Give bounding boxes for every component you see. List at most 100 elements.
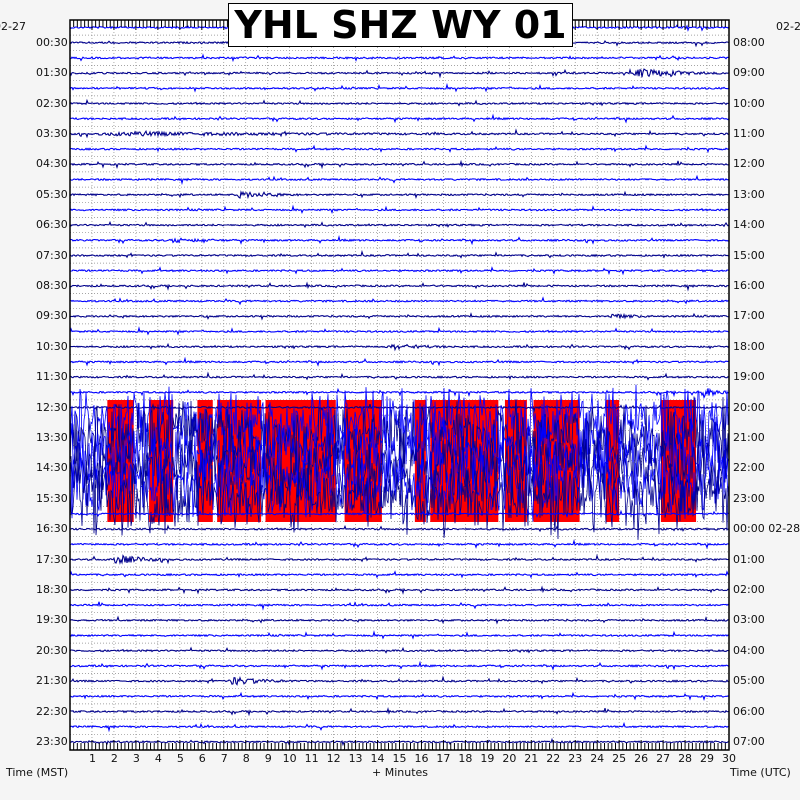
trace-row-2 (70, 53, 730, 63)
right-time-label: 04:00 (733, 643, 765, 657)
x-tick-label: 12 (326, 752, 341, 765)
x-tick-label: 23 (568, 752, 583, 765)
left-time-label: 19:30 (36, 613, 68, 627)
left-time-label: 22:30 (36, 704, 68, 718)
x-tick-label: 30 (722, 752, 736, 765)
left-time-label: 20:30 (36, 643, 68, 657)
right-time-label: 03:00 (733, 613, 765, 627)
trace-row-44 (69, 691, 730, 701)
clipped-block (414, 400, 426, 522)
x-tick-label: 5 (176, 752, 184, 765)
left-time-label: 14:30 (36, 461, 68, 475)
trace-row-22 (69, 356, 730, 367)
right-time-label: 09:00 (733, 66, 765, 80)
trace-row-11 (69, 190, 730, 200)
trace-row-14 (69, 235, 730, 246)
left-time-label: 17:30 (36, 552, 68, 566)
xlabel-utc: Time (UTC) (730, 766, 791, 779)
x-tick-label: 4 (154, 752, 162, 765)
trace-row-15 (69, 249, 730, 259)
trace-row-41 (69, 646, 730, 654)
x-tick-label: 11 (304, 752, 319, 765)
trace-row-5 (69, 98, 730, 107)
x-tick-label: 7 (220, 752, 228, 765)
trace-row-32 (69, 508, 729, 518)
x-tick-label: 22 (546, 752, 561, 765)
trace-row-3 (69, 68, 730, 79)
trace-row-21 (70, 342, 730, 352)
right-time-label: 01:00 (733, 552, 765, 566)
trace-row-35 (69, 553, 730, 565)
trace-row-9 (69, 159, 730, 170)
right-time-label: 14:00 (733, 218, 765, 232)
trace-row-43 (69, 675, 729, 686)
right-time-label: 00:00 02-28 (733, 522, 800, 536)
trace-row-24 (69, 387, 730, 400)
plot-area (70, 20, 729, 750)
right-time-label: 23:00 (733, 491, 765, 505)
x-tick-label: 17 (436, 752, 451, 765)
left-time-label: 06:30 (36, 218, 68, 232)
x-tick-label: 26 (634, 752, 649, 765)
right-time-label: 16:00 (733, 278, 765, 292)
trace-row-45 (69, 706, 730, 717)
left-time-label: 00:30 (36, 35, 68, 49)
x-tick-label: 2 (110, 752, 118, 765)
x-tick-label: 18 (458, 752, 473, 765)
right-time-label: 19:00 (733, 370, 765, 384)
trace-row-38 (69, 601, 730, 611)
trace-row-31 (69, 458, 730, 540)
right-time-label: 15:00 (733, 248, 765, 262)
x-tick-label: 14 (370, 752, 385, 765)
trace-row-4 (69, 82, 730, 93)
trace-row-12 (69, 204, 730, 214)
x-tick-label: 8 (242, 752, 250, 765)
trace-row-6 (69, 113, 730, 124)
right-time-label: 12:00 (733, 157, 765, 171)
date-left: 02-27 (0, 20, 26, 33)
left-time-label: 16:30 (36, 522, 68, 536)
x-tick-label: 24 (590, 752, 605, 765)
right-time-label: 11:00 (733, 126, 765, 140)
right-time-label: 07:00 (733, 734, 765, 748)
trace-row-23 (70, 371, 730, 381)
trace-row-34 (69, 539, 730, 550)
left-time-label: 18:30 (36, 582, 68, 596)
left-time-label: 21:30 (36, 674, 68, 688)
left-time-label: 15:30 (36, 491, 68, 505)
right-time-label: 17:00 (733, 309, 765, 323)
left-time-label: 07:30 (36, 248, 68, 262)
trace-row-20 (69, 326, 730, 336)
right-time-label: 05:00 (733, 674, 765, 688)
right-time-label: 08:00 (733, 35, 765, 49)
left-time-label: 09:30 (36, 309, 68, 323)
x-tick-label: 16 (414, 752, 429, 765)
trace-row-40 (69, 630, 730, 640)
trace-row-30 (69, 444, 730, 522)
left-time-label: 04:30 (36, 157, 68, 171)
trace-row-19 (69, 312, 730, 321)
left-time-label: 13:30 (36, 430, 68, 444)
left-time-label: 02:30 (36, 96, 68, 110)
xlabel-minutes: + Minutes (372, 766, 429, 779)
trace-row-42 (69, 660, 730, 671)
right-time-label: 10:00 (733, 96, 765, 110)
x-tick-label: 15 (392, 752, 407, 765)
right-time-label: 18:00 (733, 339, 765, 353)
left-time-label: 08:30 (36, 278, 68, 292)
right-time-label: 06:00 (733, 704, 765, 718)
date-right: 02-27 (776, 20, 800, 33)
x-tick-label: 13 (348, 752, 363, 765)
trace-row-37 (69, 585, 730, 595)
x-tick-label: 3 (132, 752, 140, 765)
trace-row-36 (69, 570, 730, 579)
x-tick-label: 25 (612, 752, 627, 765)
trace-row-10 (69, 174, 730, 186)
right-time-label: 20:00 (733, 400, 765, 414)
right-time-label: 21:00 (733, 430, 765, 444)
trace-row-17 (69, 281, 729, 292)
trace-row-7 (69, 128, 730, 139)
x-tick-label: 1 (88, 752, 96, 765)
left-time-label: 23:30 (36, 734, 68, 748)
station-title: YHL SHZ WY 01 (228, 3, 573, 47)
